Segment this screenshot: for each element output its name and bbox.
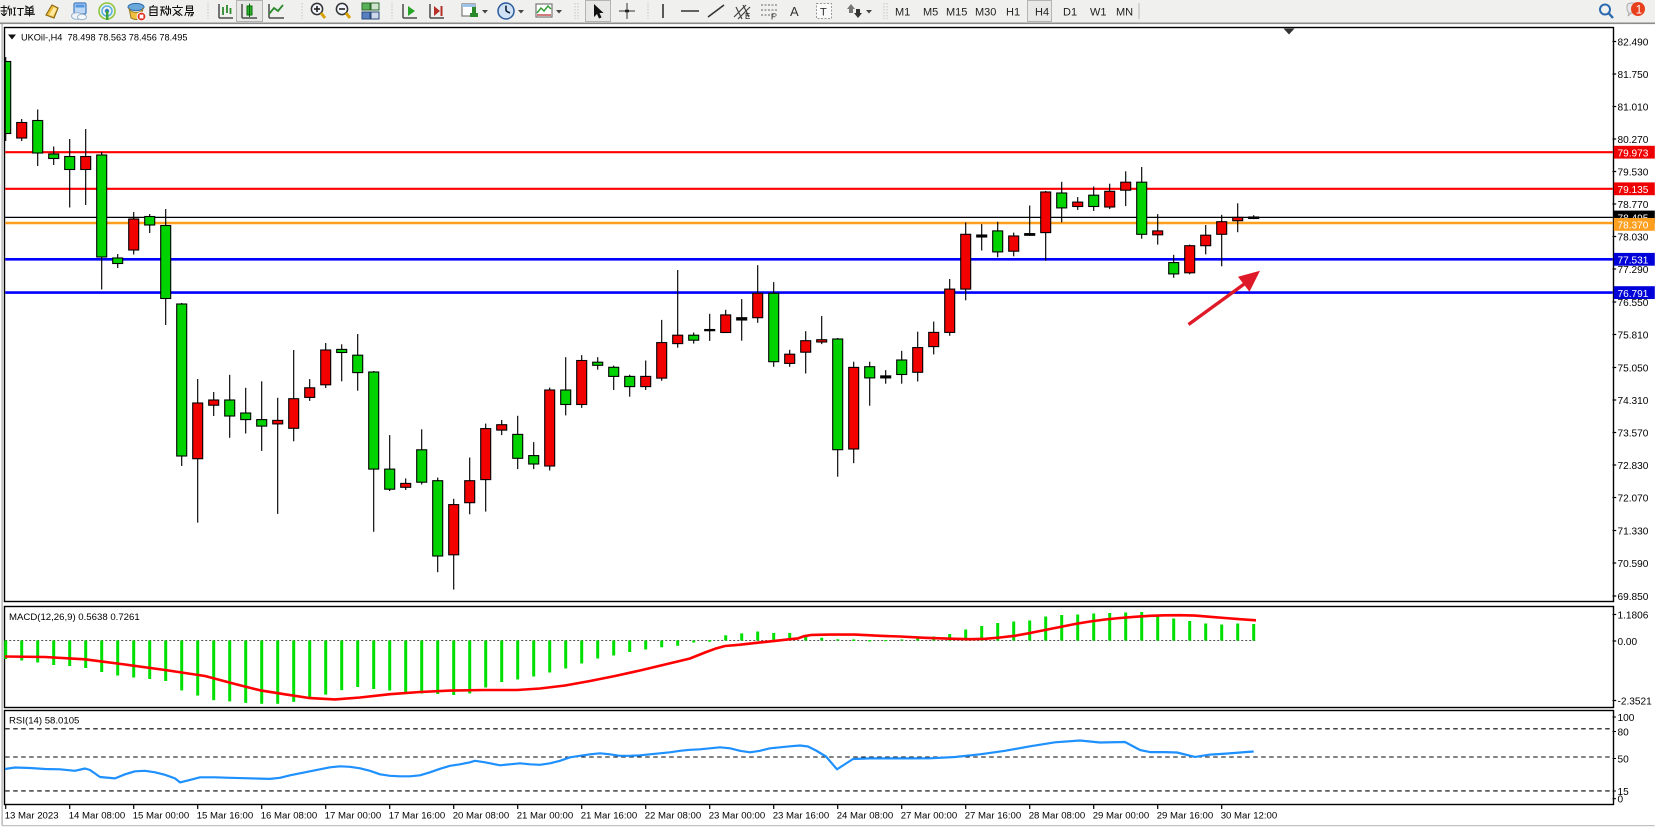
svg-text:22 Mar 08:00: 22 Mar 08:00 [645,811,702,822]
svg-text:73.570: 73.570 [1618,428,1649,439]
svg-text:RSI(14) 58.0105: RSI(14) 58.0105 [9,716,79,727]
svg-text:H1: H1 [1006,7,1020,19]
svg-text:17 Mar 00:00: 17 Mar 00:00 [325,811,382,822]
svg-text:17 Mar 16:00: 17 Mar 16:00 [389,811,446,822]
svg-text:M15: M15 [946,7,967,19]
svg-text:72.830: 72.830 [1618,461,1649,472]
svg-text:15 Mar 00:00: 15 Mar 00:00 [133,811,190,822]
svg-text:27 Mar 00:00: 27 Mar 00:00 [901,811,958,822]
svg-text:79.135: 79.135 [1618,185,1649,196]
svg-text:75.050: 75.050 [1618,363,1649,374]
svg-text:27 Mar 16:00: 27 Mar 16:00 [965,811,1022,822]
svg-text:21 Mar 00:00: 21 Mar 00:00 [517,811,574,822]
svg-text:75.810: 75.810 [1618,330,1649,341]
svg-text:M5: M5 [923,7,938,19]
svg-text:23 Mar 16:00: 23 Mar 16:00 [773,811,830,822]
svg-text:76.550: 76.550 [1618,298,1649,309]
svg-text:78.030: 78.030 [1618,232,1649,243]
svg-text:81.750: 81.750 [1618,70,1649,81]
svg-text:15 Mar 16:00: 15 Mar 16:00 [197,811,254,822]
svg-text:79.973: 79.973 [1618,149,1649,160]
svg-text:30 Mar 12:00: 30 Mar 12:00 [1221,811,1278,822]
svg-text:20 Mar 08:00: 20 Mar 08:00 [453,811,510,822]
svg-text:77.290: 77.290 [1618,265,1649,276]
svg-text:100: 100 [1618,713,1635,724]
svg-text:70.590: 70.590 [1618,559,1649,570]
svg-text:H4: H4 [1035,7,1049,19]
svg-text:79.530: 79.530 [1618,167,1649,178]
svg-text:50: 50 [1618,754,1630,765]
svg-text:80: 80 [1618,727,1630,738]
svg-text:-2.3521: -2.3521 [1618,696,1653,707]
svg-text:E: E [745,12,750,21]
svg-text:0.00: 0.00 [1618,637,1638,648]
svg-text:21 Mar 16:00: 21 Mar 16:00 [581,811,638,822]
svg-text:71.330: 71.330 [1618,526,1649,537]
svg-text:78.770: 78.770 [1618,200,1649,211]
svg-text:29 Mar 16:00: 29 Mar 16:00 [1157,811,1214,822]
svg-text:T: T [820,7,827,19]
svg-text:MN: MN [1116,7,1133,19]
svg-text:1: 1 [1636,5,1642,17]
svg-text:0: 0 [1618,795,1624,806]
svg-text:76.791: 76.791 [1618,289,1649,300]
svg-text:23 Mar 00:00: 23 Mar 00:00 [709,811,766,822]
svg-text:1.1806: 1.1806 [1618,610,1649,621]
svg-text:69.850: 69.850 [1618,592,1649,603]
svg-text:D1: D1 [1063,7,1077,19]
svg-text:A: A [790,4,799,19]
svg-text:80.270: 80.270 [1618,135,1649,146]
svg-text:82.490: 82.490 [1618,37,1649,48]
svg-text:MACD(12,26,9) 0.5638 0.7261: MACD(12,26,9) 0.5638 0.7261 [9,612,140,623]
svg-text:W1: W1 [1090,7,1107,19]
svg-text:24 Mar 08:00: 24 Mar 08:00 [837,811,894,822]
svg-text:14 Mar 08:00: 14 Mar 08:00 [69,811,126,822]
svg-text:F: F [771,13,776,22]
svg-text:74.310: 74.310 [1618,396,1649,407]
svg-text:77.531: 77.531 [1618,256,1649,267]
svg-text:16 Mar 08:00: 16 Mar 08:00 [261,811,318,822]
svg-text:13 Mar 2023: 13 Mar 2023 [5,811,59,822]
svg-text:29 Mar 00:00: 29 Mar 00:00 [1093,811,1150,822]
svg-text:28 Mar 08:00: 28 Mar 08:00 [1029,811,1086,822]
svg-text:UKOil-,H4 78.498 78.563 78.45: UKOil-,H4 78.498 78.563 78.456 78.495 [21,33,188,43]
svg-text:15: 15 [1618,787,1630,798]
svg-text:72.070: 72.070 [1618,493,1649,504]
svg-text:M1: M1 [895,7,910,19]
svg-text:78.370: 78.370 [1618,221,1649,232]
svg-text:M30: M30 [975,7,996,19]
svg-text:81.010: 81.010 [1618,102,1649,113]
